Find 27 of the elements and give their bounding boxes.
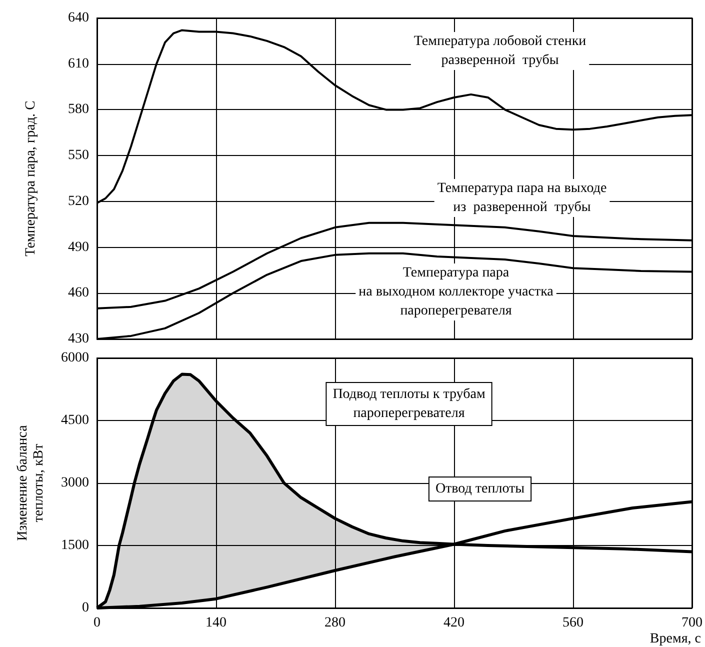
x-tick-label: 420: [444, 616, 464, 630]
y-tick-label: 550: [68, 148, 89, 164]
x-tick-label: 140: [206, 616, 226, 630]
x-tick-label: 280: [324, 616, 346, 630]
y-tick-label: 640: [68, 10, 89, 26]
y-tick-label: 6000: [61, 350, 89, 366]
y-tick-label: 3000: [61, 476, 89, 490]
annotation: Температура пара на выходном коллекторе участка пароперегревателя: [358, 266, 554, 318]
y-tick-label: 580: [68, 102, 89, 118]
annotation: Температура пара на выходе из разверенной трубы: [437, 181, 607, 215]
annotation: Отвод теплоты: [435, 482, 526, 496]
x-tick-label: 0: [94, 616, 100, 630]
y-tick-label: 1500: [61, 538, 89, 553]
annotation: Подвод теплоты к трубам пароперегревателя: [332, 387, 486, 421]
y-axis-title: Изменение баланса теплоты, кВт: [16, 424, 46, 541]
y-tick-label: 0: [82, 600, 89, 616]
y-tick-label: 520: [68, 194, 89, 209]
annotation: Температура лобовой стенки разверенной трубы: [414, 34, 587, 68]
y-tick-label: 490: [68, 240, 89, 255]
y-tick-label: 430: [68, 332, 89, 346]
x-tick-label: 560: [562, 616, 584, 630]
x-tick-label: 700: [682, 616, 702, 630]
y-tick-label: 4500: [61, 413, 89, 428]
y-tick-label: 610: [68, 56, 89, 72]
y-axis-title: Температура пара, град. С: [24, 100, 38, 256]
x-axis-title: Время, с: [650, 632, 702, 646]
y-tick-label: 460: [68, 286, 89, 301]
